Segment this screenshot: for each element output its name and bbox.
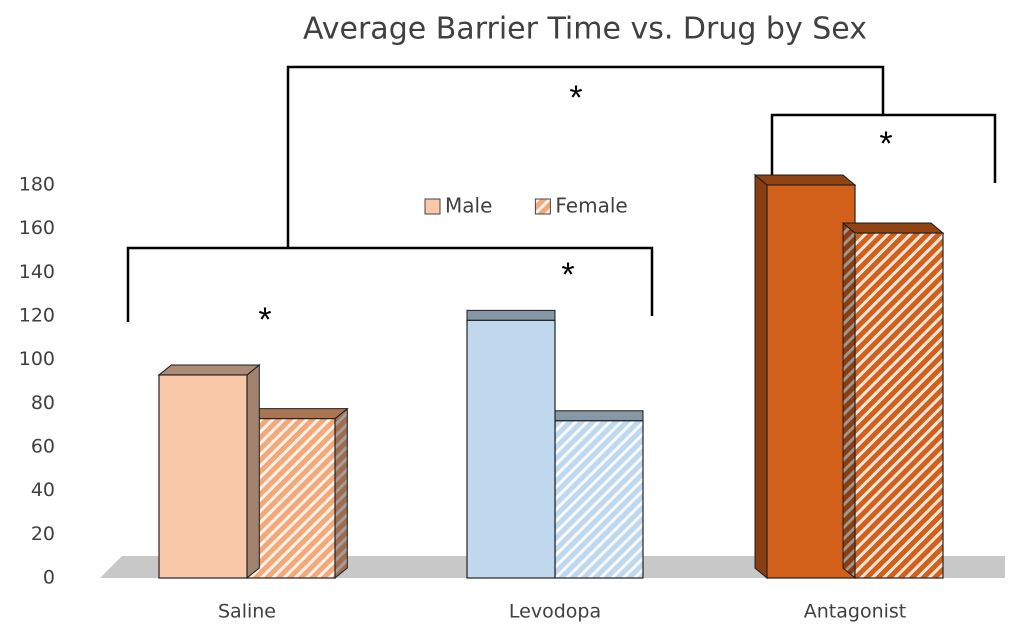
y-tick-label: 160: [19, 217, 55, 239]
bracket: [286, 65, 885, 248]
bar-side-shade: [335, 408, 348, 578]
x-tick-label: Levodopa: [509, 601, 601, 623]
y-tick-label: 80: [31, 392, 55, 414]
legend-swatch: [424, 198, 441, 215]
bar-side-shade: [843, 223, 855, 579]
plot: [157, 173, 945, 580]
annotation: *: [879, 125, 892, 163]
y-tick-label: 40: [31, 479, 55, 501]
bar: [841, 221, 945, 580]
legend-label: Female: [555, 194, 627, 218]
bar: [554, 410, 644, 579]
bar-top-shade: [467, 310, 555, 321]
bar-top-shade: [755, 175, 855, 185]
legend-label: Male: [445, 194, 492, 218]
y-tick-label: 180: [19, 174, 55, 196]
bar-front: [466, 319, 556, 579]
bar-side-shade: [247, 364, 260, 578]
bar-top-shade: [555, 410, 643, 421]
bar: [157, 363, 261, 580]
bar-top-shade: [843, 223, 943, 234]
bar: [753, 173, 857, 580]
bar: [466, 309, 556, 579]
y-tick-label: 140: [19, 261, 55, 283]
bracket: [770, 113, 997, 183]
bar-front: [766, 184, 856, 579]
bar: [245, 407, 349, 580]
bar-front: [554, 420, 644, 579]
legend-swatch: [534, 198, 551, 215]
bar-front: [854, 232, 944, 579]
y-tick-label: 60: [31, 436, 55, 458]
bar-top-shade: [247, 408, 348, 419]
y-tick-label: 120: [19, 305, 55, 327]
y-tick-label: 100: [19, 348, 55, 370]
x-tick-label: Antagonist: [804, 601, 907, 623]
annotation: *: [561, 256, 574, 294]
bar-front: [158, 374, 248, 579]
y-tick-label: 0: [43, 567, 55, 589]
bar-front: [246, 418, 336, 579]
x-tick-label: Saline: [218, 601, 276, 623]
bar-top-shade: [159, 364, 260, 375]
chart-title: Average Barrier Time vs. Drug by Sex: [303, 12, 867, 47]
bar-side-shade: [755, 175, 767, 578]
bracket: [126, 246, 654, 322]
annotation: *: [258, 301, 271, 339]
annotation: *: [569, 79, 582, 117]
y-tick-label: 20: [31, 523, 55, 545]
